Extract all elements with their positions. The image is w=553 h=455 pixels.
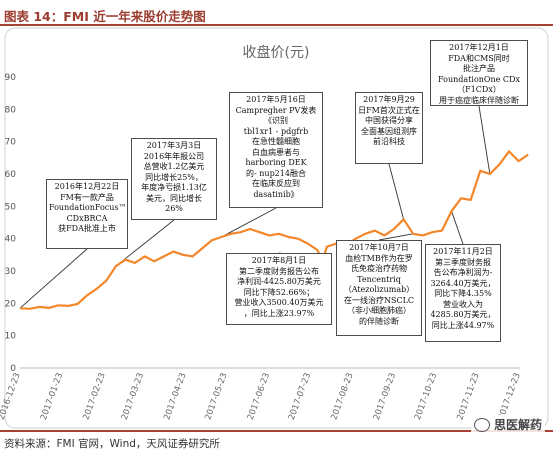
event-annotation-text: 2017年11月2日 第三季度财务报 告公布净利润为- 3264.40万美元， … [430, 247, 496, 330]
y-tick-label: 20 [5, 299, 17, 309]
event-annotation: 2017年12月1日 FDA和CMS同时 批注产品 FoundationOne … [430, 40, 528, 106]
annotation-leader-line [221, 207, 277, 238]
y-tick-label: 40 [5, 235, 17, 245]
event-annotation-text: 2017年9月29 日FM首次正式在 中国获得分享 全面基因组测序 前沿科技 [358, 95, 420, 146]
annotation-leader-line [388, 163, 404, 220]
watermark: 思医解药 [470, 415, 545, 434]
y-tick-label: 30 [5, 267, 17, 277]
watermark-text: 思医解药 [493, 418, 542, 432]
event-annotation: 2016年12月22日 FM有一款产品 FoundationFocus™ CDx… [46, 179, 128, 249]
y-tick-label: 50 [5, 202, 17, 212]
annotation-leader-line [451, 211, 464, 245]
annotation-leader-line [478, 105, 491, 175]
event-annotation-text: 2017年12月1日 FDA和CMS同时 批注产品 FoundationOne … [438, 43, 520, 105]
event-annotation-text: 2017年5月16日 Campregher PV发表 《识别 tbl1xr1 -… [235, 95, 317, 199]
y-tick-label: 70 [5, 138, 17, 148]
title-rule [0, 24, 553, 26]
y-tick-label: 60 [5, 170, 17, 180]
y-tick-label: 0 [10, 364, 16, 374]
event-annotation-text: 2017年8月1日 第二季度财务报告公布 净利润-4425.80万美元 同比下降… [234, 256, 324, 318]
event-annotation: 2017年8月1日 第二季度财务报告公布 净利润-4425.80万美元 同比下降… [226, 253, 332, 325]
annotation-leader-line [378, 233, 414, 241]
y-axis: 0 10 20 30 40 50 60 70 80 90 [5, 73, 17, 374]
figure-title: 图表 14：FMI 近一年来股价走势图 [4, 9, 206, 24]
y-tick-label: 90 [5, 73, 17, 83]
wechat-icon [473, 417, 490, 432]
event-annotation: 2017年9月29 日FM首次正式在 中国获得分享 全面基因组测序 前沿科技 [355, 92, 423, 164]
event-annotation-text: 2016年12月22日 FM有一款产品 FoundationFocus™ CDx… [49, 182, 127, 233]
source-note: 资料来源：FMI 官网，Wind，天风证券研究所 [4, 438, 220, 450]
event-annotation: 2017年11月2日 第三季度财务报 告公布净利润为- 3264.40万美元， … [425, 244, 501, 342]
source-rule [0, 430, 553, 432]
event-annotation: 2017年3月3日 2016年年报公司 总营收1.2亿美元 同比增长25%， 年… [131, 138, 217, 220]
y-tick-label: 80 [5, 105, 17, 115]
chart-title: 收盘价(元) [243, 44, 310, 61]
annotation-leader-line [115, 219, 175, 267]
price-line [19, 150, 529, 310]
annotation-leader-line [19, 248, 88, 309]
event-annotation-text: 2017年3月3日 2016年年报公司 总营收1.2亿美元 同比增长25%， 年… [141, 141, 207, 213]
event-annotation: 2017年10月7日 血检TMB作为在罗 氏免疫治疗药物 Tencentriq … [336, 240, 422, 336]
event-annotation: 2017年5月16日 Campregher PV发表 《识别 tbl1xr1 -… [229, 92, 323, 208]
y-tick-label: 10 [5, 332, 17, 342]
event-annotation-text: 2017年10月7日 血检TMB作为在罗 氏免疫治疗药物 Tencentriq … [343, 243, 415, 326]
